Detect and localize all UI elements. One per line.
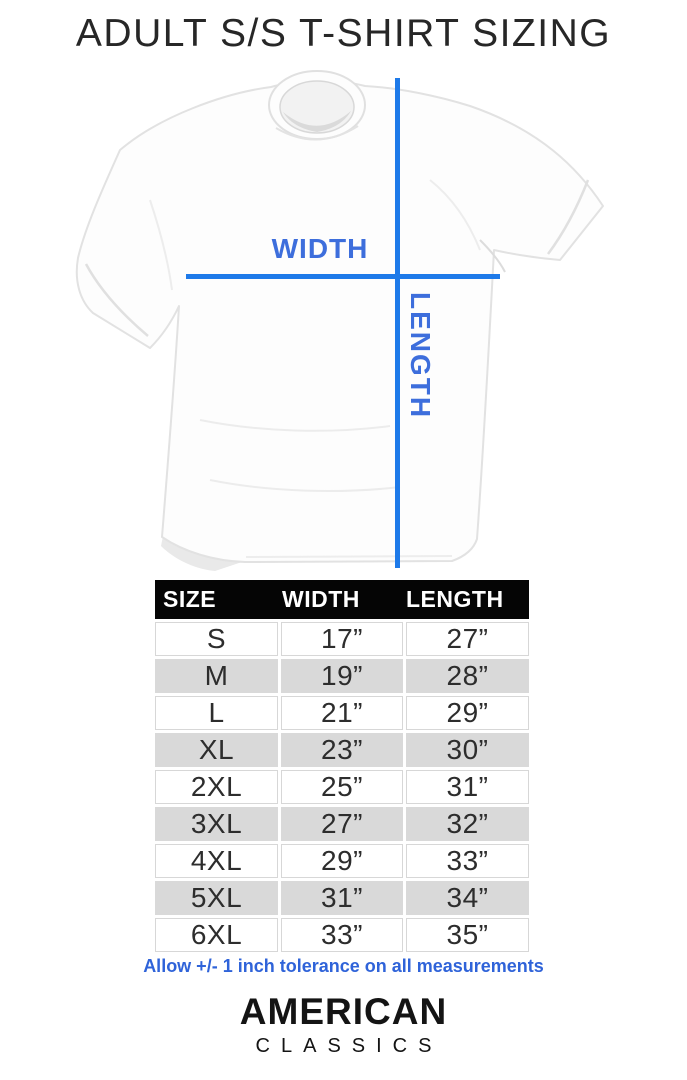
width-cell: 31”	[281, 881, 403, 915]
col-header-width: WIDTH	[282, 586, 360, 612]
size-cell: 2XL	[155, 770, 278, 804]
size-cell: XL	[155, 733, 278, 767]
length-cell: 35”	[406, 918, 529, 952]
length-cell: 30”	[406, 733, 529, 767]
brand-subname: CLASSICS	[255, 1035, 443, 1057]
shirt-body	[75, 80, 604, 563]
width-cell: 21”	[281, 696, 403, 730]
size-cell: S	[155, 622, 278, 656]
width-cell: 29”	[281, 844, 403, 878]
size-cell: M	[155, 659, 278, 693]
table-row: 2XL 25” 31”	[155, 770, 529, 804]
width-cell: 19”	[281, 659, 403, 693]
length-cell: 33”	[406, 844, 529, 878]
shirt-collar-inner	[279, 80, 355, 134]
col-header-size: SIZE	[163, 586, 217, 612]
width-measure-line	[186, 274, 500, 279]
size-chart-table: SIZE WIDTH LENGTH S 17” 27” M 19” 28” L …	[155, 580, 529, 952]
size-cell: 6XL	[155, 918, 278, 952]
shirt-wrinkles	[149, 179, 481, 558]
table-row: 6XL 33” 35”	[155, 918, 529, 952]
length-measure-line	[395, 78, 400, 568]
shirt-left-cuff-seam	[84, 263, 149, 337]
table-row: 3XL 27” 32”	[155, 807, 529, 841]
length-cell: 34”	[406, 881, 529, 915]
width-label: WIDTH	[271, 233, 369, 264]
shirt-hem-fold	[161, 536, 245, 571]
tshirt-image	[75, 70, 604, 571]
table-row: 4XL 29” 33”	[155, 844, 529, 878]
table-row: XL 23” 30”	[155, 733, 529, 767]
table-header-row: SIZE WIDTH LENGTH	[155, 580, 529, 619]
length-cell: 29”	[406, 696, 529, 730]
shirt-collar-shadow	[283, 111, 351, 132]
width-cell: 17”	[281, 622, 403, 656]
width-cell: 33”	[281, 918, 403, 952]
col-header-length: LENGTH	[406, 586, 504, 612]
width-cell: 25”	[281, 770, 403, 804]
shirt-collar-stitch	[275, 125, 359, 141]
length-cell: 28”	[406, 659, 529, 693]
length-cell: 31”	[406, 770, 529, 804]
table-row: 5XL 31” 34”	[155, 881, 529, 915]
size-cell: L	[155, 696, 278, 730]
size-cell: 3XL	[155, 807, 278, 841]
size-cell: 4XL	[155, 844, 278, 878]
tolerance-note: Allow +/- 1 inch tolerance on all measur…	[143, 956, 544, 976]
size-cell: 5XL	[155, 881, 278, 915]
width-cell: 23”	[281, 733, 403, 767]
shirt-right-cuff-seam	[546, 179, 590, 255]
length-cell: 32”	[406, 807, 529, 841]
shirt-armpit-shadow	[479, 239, 506, 273]
brand-logo: AMERICAN CLASSICS	[0, 993, 687, 1058]
table-row: S 17” 27”	[155, 622, 529, 656]
table-row: L 21” 29”	[155, 696, 529, 730]
page-title: ADULT S/S T-SHIRT SIZING	[75, 12, 612, 55]
length-label: LENGTH	[405, 292, 436, 420]
width-cell: 27”	[281, 807, 403, 841]
shirt-measurement-diagram: WIDTH LENGTH	[60, 70, 630, 575]
brand-name: AMERICAN	[239, 991, 448, 1032]
table-row: M 19” 28”	[155, 659, 529, 693]
length-cell: 27”	[406, 622, 529, 656]
